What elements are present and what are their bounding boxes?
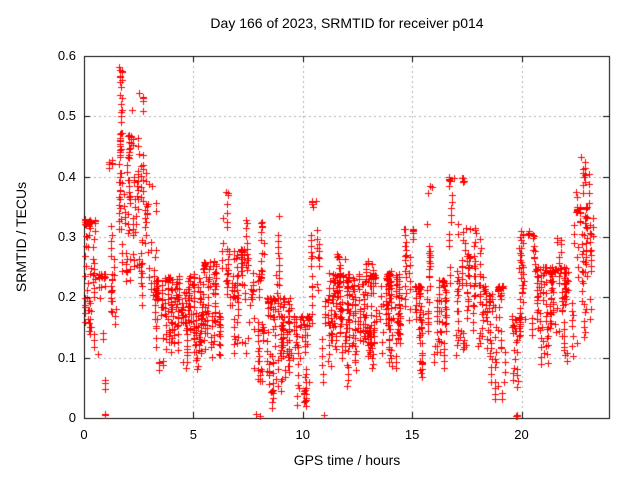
chart-title: Day 166 of 2023, SRMTID for receiver p01… xyxy=(210,15,484,31)
y-tick-label: 0.1 xyxy=(57,349,76,365)
x-tick-label: 5 xyxy=(189,427,197,442)
y-tick-label: 0.2 xyxy=(57,289,76,305)
y-tick-label: 0 xyxy=(68,410,76,425)
x-tick-label: 15 xyxy=(404,427,420,442)
y-tick-label: 0.3 xyxy=(57,229,76,244)
x-tick-label: 20 xyxy=(514,427,529,442)
y-tick-label: 0.5 xyxy=(57,108,76,124)
x-tick-label: 0 xyxy=(80,427,88,442)
y-tick-label: 0.6 xyxy=(57,48,76,63)
x-axis-label: GPS time / hours xyxy=(293,452,401,468)
y-tick-label: 0.4 xyxy=(57,168,76,184)
x-tick-label: 10 xyxy=(295,427,310,442)
